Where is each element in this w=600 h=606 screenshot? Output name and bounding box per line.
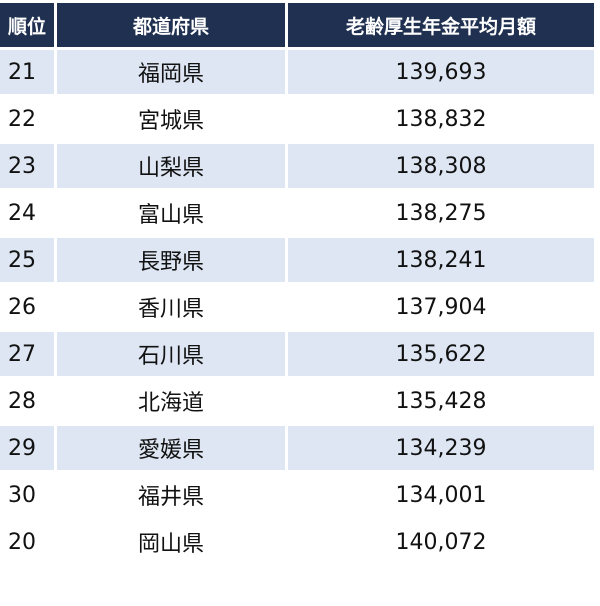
prefecture-cell: 北海道 (137, 391, 204, 416)
table-row: 26 香川県 137,904 (0, 285, 594, 329)
header-row: 順位 都道府県 老齢厚生年金平均月額 (0, 3, 594, 47)
prefecture-cell: 宮城県 (137, 109, 204, 134)
amount-cell: 137,904 (395, 294, 487, 320)
rank-cell: 23 (0, 144, 54, 188)
amount-cell: 138,275 (395, 200, 487, 226)
table-header: 順位 都道府県 老齢厚生年金平均月額 (0, 3, 594, 47)
amount-cell: 139,693 (288, 50, 594, 94)
amount-cell: 138,832 (395, 106, 487, 132)
table-row: 21 福岡県 139,693 (0, 50, 594, 94)
table-row: 23 山梨県 138,308 (0, 144, 594, 188)
header-cell: 都道府県 (57, 3, 285, 47)
amount-cell: 135,428 (395, 388, 487, 414)
amount-cell: 135,622 (288, 332, 594, 376)
rank-cell: 27 (0, 332, 54, 376)
rank-cell: 28 (8, 388, 36, 414)
rank-cell: 22 (8, 106, 36, 132)
table-row: 24 富山県 138,275 (0, 191, 594, 235)
rank-cell: 29 (0, 426, 54, 470)
rank-cell: 30 (8, 482, 36, 508)
amount-cell: 138,308 (288, 144, 594, 188)
table-row: 22 宮城県 138,832 (0, 97, 594, 141)
table-row: 25 長野県 138,241 (0, 238, 594, 282)
prefecture-cell: 富山県 (137, 203, 204, 228)
prefecture-cell: 香川県 (137, 297, 204, 322)
amount-cell: 140,072 (395, 529, 487, 555)
rank-cell: 21 (0, 50, 54, 94)
amount-cell: 134,001 (395, 482, 487, 508)
table-row: 27 石川県 135,622 (0, 332, 594, 376)
rank-cell: 25 (0, 238, 54, 282)
prefecture-cell: 石川県 (57, 332, 285, 376)
table-row: 29 愛媛県 134,239 (0, 426, 594, 470)
pension-table: 順位 都道府県 老齢厚生年金平均月額 21 福岡県 139,693 22 宮城県 138,83… (0, 3, 594, 564)
header-cell: 老齢厚生年金平均月額 (288, 3, 594, 47)
table-wrap: 順位 都道府県 老齢厚生年金平均月額 21 福岡県 139,693 22 宮城県 138,83… (0, 3, 594, 564)
prefecture-cell: 山梨県 (57, 144, 285, 188)
rank-cell: 24 (8, 200, 36, 226)
rank-cell: 26 (8, 294, 36, 320)
prefecture-cell: 愛媛県 (57, 426, 285, 470)
prefecture-cell: 長野県 (57, 238, 285, 282)
header-cell: 順位 (0, 3, 54, 47)
prefecture-cell: 福岡県 (57, 50, 285, 94)
amount-cell: 138,241 (288, 238, 594, 282)
table-row: 30 福井県 134,001 (0, 473, 594, 517)
prefecture-cell: 福井県 (137, 485, 204, 510)
rank-cell: 20 (8, 529, 36, 555)
table-body: 21 福岡県 139,693 22 宮城県 138,832 23 山梨県 138,308 24 富山… (0, 50, 594, 564)
table-row: 28 北海道 135,428 (0, 379, 594, 423)
amount-cell: 134,239 (288, 426, 594, 470)
table-row: 20 岡山県 140,072 (0, 520, 594, 564)
prefecture-cell: 岡山県 (137, 532, 204, 557)
